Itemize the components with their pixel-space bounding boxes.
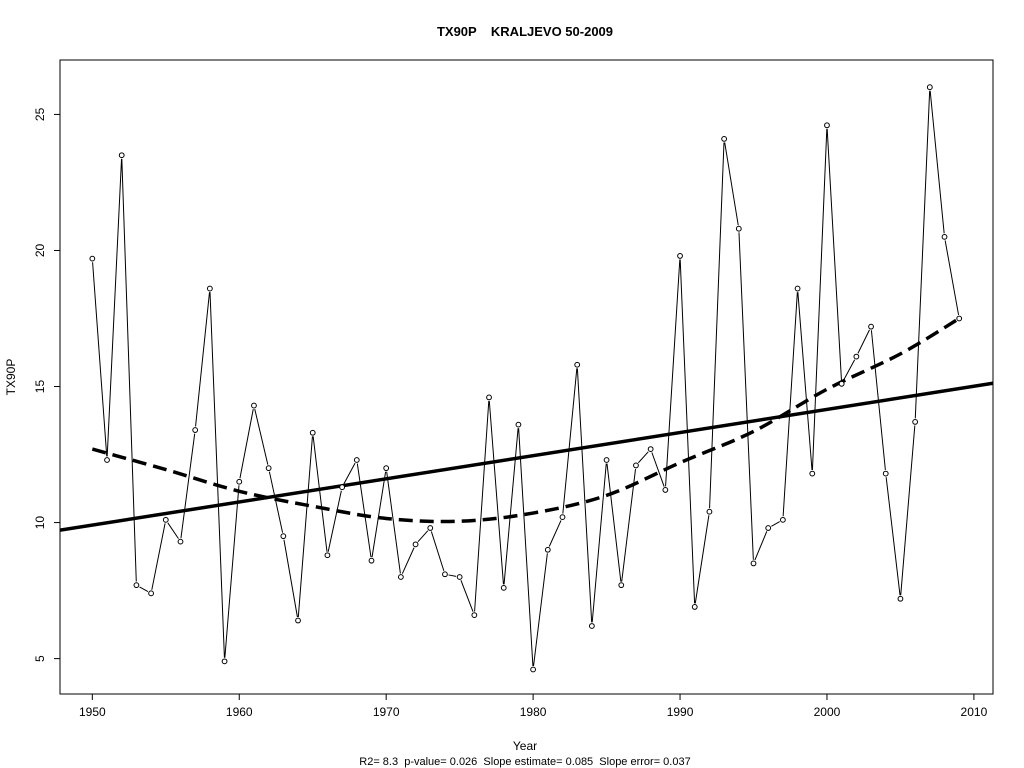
data-point-1999 — [809, 470, 816, 477]
data-point-1985 — [603, 457, 610, 463]
data-point-1980 — [530, 666, 537, 673]
data-point-2005 — [897, 595, 904, 602]
data-point-2009 — [956, 315, 963, 322]
data-point-1962 — [265, 465, 272, 472]
stats-caption: R2= 8.3 p-value= 0.026 Slope estimate= 0… — [359, 756, 690, 768]
data-point-1958 — [206, 285, 213, 292]
y-axis: 5 10 15 20 25 — [33, 107, 60, 662]
linear-trend — [60, 381, 993, 532]
data-point-1983 — [574, 361, 581, 368]
data-point-1973 — [427, 525, 434, 531]
x-tick-label-1950: 1950 — [79, 705, 106, 719]
data-point-1954 — [148, 590, 154, 597]
data-point-1967 — [339, 484, 346, 491]
data-point-1969 — [368, 557, 375, 564]
y-tick-label-5: 5 — [33, 655, 47, 662]
data-point-1961 — [251, 402, 257, 409]
data-point-2008 — [941, 233, 948, 240]
data-point-2004 — [882, 470, 889, 477]
data-point-1990 — [677, 253, 683, 259]
chart-title: TX90P KRALJEVO 50-2009 — [437, 24, 613, 39]
data-point-1971 — [397, 574, 404, 580]
x-tick-label-2010: 2010 — [961, 705, 988, 719]
y-tick-label-25: 25 — [33, 107, 47, 121]
data-point-1964 — [295, 617, 301, 624]
y-tick-label-20: 20 — [33, 243, 47, 257]
series-tx90p — [89, 84, 963, 673]
linear-trend-line — [60, 381, 993, 532]
y-tick-label-10: 10 — [33, 516, 47, 530]
data-point-1982 — [559, 514, 566, 521]
data-point-1963 — [280, 533, 287, 540]
x-tick-label-1970: 1970 — [373, 705, 400, 719]
x-tick-label-1980: 1980 — [520, 705, 547, 719]
y-tick-label-15: 15 — [33, 380, 47, 394]
data-point-1991 — [691, 604, 698, 610]
data-point-1955 — [162, 516, 169, 523]
data-point-1993 — [721, 136, 728, 142]
data-point-1986 — [618, 582, 625, 589]
data-point-1965 — [309, 429, 316, 436]
data-point-2003 — [868, 323, 874, 330]
data-point-1988 — [647, 446, 654, 453]
data-point-1989 — [662, 487, 669, 493]
x-tick-label-1960: 1960 — [226, 705, 253, 719]
data-point-1968 — [353, 457, 360, 463]
x-tick-label-1990: 1990 — [667, 705, 694, 719]
data-point-1957 — [192, 427, 199, 433]
data-point-1976 — [471, 612, 478, 618]
data-point-1977 — [486, 394, 492, 401]
data-point-1981 — [544, 546, 551, 553]
smooth-trend — [91, 317, 961, 524]
data-point-1978 — [500, 584, 507, 591]
data-point-1974 — [442, 571, 448, 578]
data-point-1953 — [133, 582, 140, 589]
data-point-1979 — [515, 421, 522, 428]
data-point-1984 — [588, 623, 595, 629]
data-point-1951 — [104, 457, 110, 463]
series-line — [92, 90, 960, 667]
data-point-1966 — [324, 552, 331, 559]
x-axis: 1950 1960 1970 1980 1990 2000 2010 — [79, 694, 988, 719]
data-point-2006 — [912, 418, 919, 425]
data-point-1992 — [706, 508, 713, 515]
data-point-1970 — [383, 465, 390, 472]
data-point-1950 — [89, 255, 96, 262]
y-axis-label: TX90P — [4, 359, 18, 396]
data-point-1952 — [118, 152, 125, 159]
data-point-1997 — [779, 516, 786, 523]
data-point-2007 — [926, 84, 933, 91]
data-point-1987 — [633, 462, 639, 469]
data-point-1956 — [177, 538, 184, 545]
data-point-2001 — [838, 380, 845, 387]
data-point-1996 — [765, 525, 772, 531]
data-point-1959 — [221, 658, 228, 665]
data-point-1995 — [750, 560, 757, 567]
data-point-1975 — [456, 574, 463, 580]
data-point-1994 — [735, 225, 742, 232]
x-axis-label: Year — [513, 739, 537, 753]
data-point-1998 — [794, 285, 801, 292]
data-point-1972 — [412, 541, 419, 548]
data-point-2000 — [824, 122, 830, 129]
x-tick-label-2000: 2000 — [814, 705, 841, 719]
data-point-1960 — [236, 478, 243, 485]
data-point-2002 — [853, 353, 860, 360]
smooth-trend-line — [91, 317, 961, 524]
plot-frame — [59, 59, 994, 695]
